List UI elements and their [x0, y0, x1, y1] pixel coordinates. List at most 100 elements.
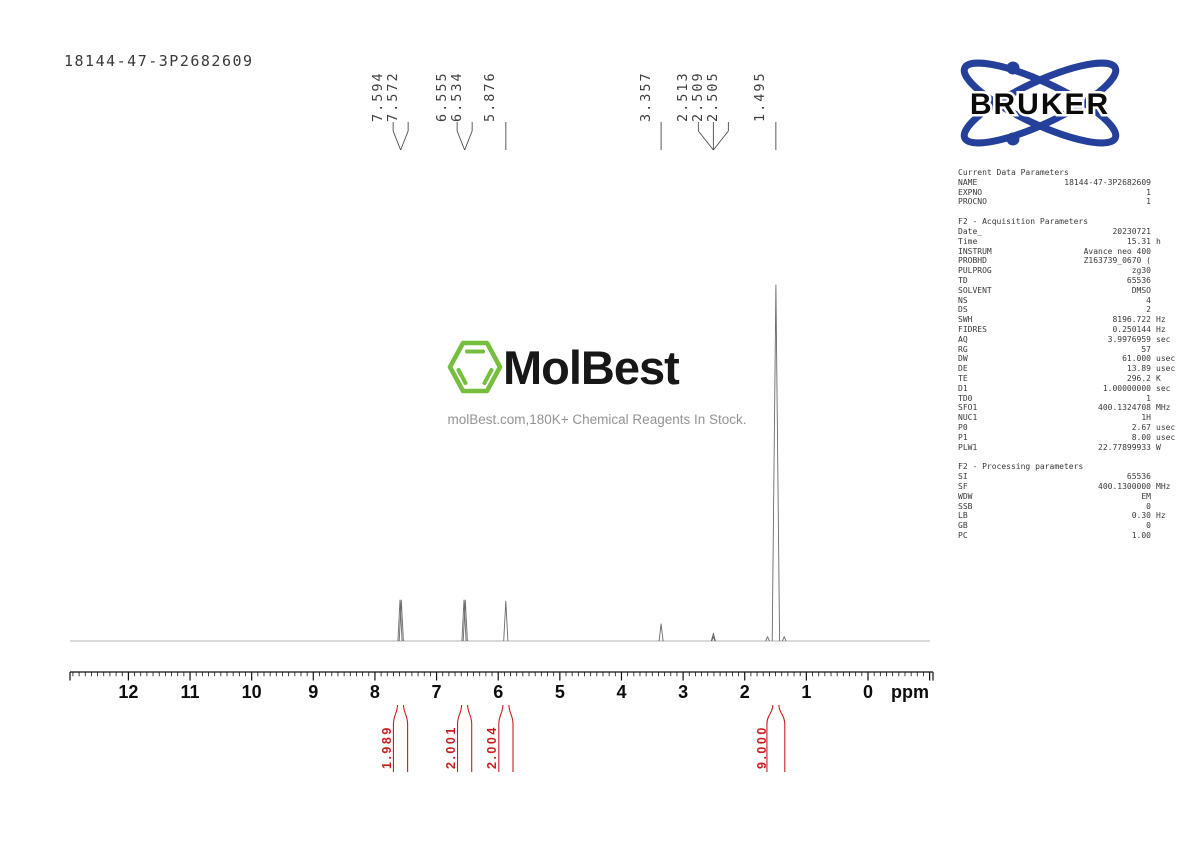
- parameter-label: DW: [958, 354, 968, 364]
- parameter-section-heading: F2 - Processing parameters: [958, 462, 1084, 472]
- spectrum-peak: [781, 636, 787, 642]
- parameter-value: zg30: [1131, 266, 1151, 276]
- parameter-unit: K: [1156, 373, 1161, 383]
- x-axis-tick-label: 5: [555, 682, 565, 702]
- parameter-label: FIDRES: [958, 324, 987, 334]
- parameter-row: DE 13.89 usec: [958, 364, 1188, 374]
- peak-shift-label: 2.505: [704, 71, 721, 122]
- parameter-row: SWH 8196.722 Hz: [958, 315, 1188, 325]
- parameter-unit: usec: [1156, 364, 1176, 374]
- parameter-unit: sec: [1156, 334, 1171, 344]
- x-axis-tick-label: 0: [863, 682, 873, 702]
- parameter-unit: [1151, 521, 1188, 531]
- parameter-row: Time 15.31 h: [958, 237, 1188, 247]
- parameter-label: GB: [958, 521, 968, 531]
- parameter-label: TD: [958, 275, 968, 285]
- parameter-row: EXPNO 1: [958, 188, 1188, 198]
- parameter-label: D1: [958, 383, 968, 393]
- parameter-label: NAME: [958, 177, 978, 187]
- spectrum-peak: [765, 636, 770, 642]
- parameter-row: D1 1.00000000 sec: [958, 384, 1188, 394]
- parameters-panel: Current Data Parameters NAME 18144-47-3P26…: [958, 168, 1188, 541]
- bruker-wordmark: BRUKER: [970, 88, 1110, 121]
- parameter-value: 3.9976959: [1107, 334, 1151, 344]
- parameter-label: SOLVENT: [958, 285, 992, 295]
- parameter-value: 0: [1146, 521, 1151, 531]
- parameter-label: Date_: [958, 226, 983, 236]
- parameter-unit: [1151, 492, 1188, 502]
- parameter-row: Date_ 20230721: [958, 227, 1188, 237]
- integral-value: 1.989: [380, 725, 394, 769]
- parameter-value: 1: [1146, 393, 1151, 403]
- molbest-tagline: molBest.com,180K+ Chemical Reagents In S…: [447, 412, 747, 427]
- parameter-label: AQ: [958, 334, 968, 344]
- parameter-value: 61.000: [1122, 354, 1151, 364]
- parameter-unit: [1151, 276, 1188, 286]
- parameter-row: INSTRUM Avance neo 400: [958, 247, 1188, 257]
- parameter-row: GB 0: [958, 521, 1188, 531]
- peak-shift-label: 2.509: [689, 71, 706, 122]
- integral-bracket: [467, 704, 473, 772]
- spectrum-peak: [658, 623, 664, 642]
- atom-orbits-icon: [960, 59, 1120, 147]
- parameter-value: 1H: [1141, 413, 1151, 423]
- parameter-label: Time: [958, 236, 978, 246]
- x-axis-tick-label: 6: [493, 682, 503, 702]
- parameter-unit: [1151, 345, 1188, 355]
- integral-bracket: [778, 704, 786, 772]
- parameter-section-heading: F2 - Acquisition Parameters: [958, 217, 1089, 227]
- peak-label-pointer: [392, 130, 402, 151]
- parameter-row: LB 0.30 Hz: [958, 511, 1188, 521]
- parameter-unit: [1151, 394, 1188, 404]
- parameter-value: 400.1324708: [1098, 403, 1151, 413]
- parameter-label: SSB: [958, 501, 973, 511]
- parameter-row: PROBHD Z163739_0670 (: [958, 256, 1188, 266]
- peak-label-pointer: [698, 130, 714, 151]
- integral-value: 9.000: [755, 725, 770, 769]
- parameter-row: DW 61.000 usec: [958, 354, 1188, 364]
- parameter-row: TD 65536: [958, 276, 1188, 286]
- parameter-unit: [1151, 472, 1188, 482]
- parameter-label: SI: [958, 472, 968, 482]
- parameter-unit: [1151, 197, 1188, 207]
- parameter-unit: [1151, 188, 1188, 198]
- parameter-unit: [1151, 227, 1188, 237]
- parameter-unit: [1151, 256, 1188, 266]
- parameter-value: 22.77899933: [1098, 442, 1151, 452]
- parameter-unit: usec: [1156, 354, 1176, 364]
- parameter-value: Avance neo 400: [1083, 246, 1151, 256]
- parameter-label: TE: [958, 373, 968, 383]
- peak-shift-label: 2.513: [674, 71, 691, 122]
- integral-value: 2.004: [485, 725, 500, 769]
- parameter-row: AQ 3.9976959 sec: [958, 335, 1188, 345]
- parameter-unit: [1151, 266, 1188, 276]
- parameter-value: 296.2: [1126, 373, 1151, 383]
- parameter-label: INSTRUM: [958, 246, 992, 256]
- parameter-label: RG: [958, 344, 968, 354]
- parameter-row: NUC1 1H: [958, 413, 1188, 423]
- peak-shift-label: 6.534: [448, 71, 465, 122]
- parameter-row: SI 65536: [958, 472, 1188, 482]
- parameter-value: 400.1300000: [1098, 481, 1151, 491]
- parameter-unit: usec: [1156, 422, 1176, 432]
- parameter-unit: [1151, 502, 1188, 512]
- peak-label-pointer: [713, 130, 729, 151]
- parameter-value: 1: [1146, 197, 1151, 207]
- parameter-unit: [1151, 247, 1188, 257]
- parameter-label: WDW: [958, 491, 973, 501]
- peak-label-pointer: [464, 130, 473, 151]
- parameter-value: 1: [1146, 187, 1151, 197]
- parameter-label: SF: [958, 481, 968, 491]
- peak-shift-label: 3.357: [637, 71, 654, 122]
- parameter-value: 0.30: [1131, 511, 1151, 521]
- parameter-label: NUC1: [958, 413, 978, 423]
- parameter-unit: [1151, 305, 1188, 315]
- parameter-row: SOLVENT DMSO: [958, 286, 1188, 296]
- parameter-unit: [1151, 531, 1188, 541]
- integral-bracket: [456, 704, 463, 772]
- parameter-unit: [1151, 178, 1188, 188]
- integral-bracket: [766, 704, 774, 772]
- peak-shift-label: 6.555: [433, 71, 450, 122]
- parameter-label: DE: [958, 364, 968, 374]
